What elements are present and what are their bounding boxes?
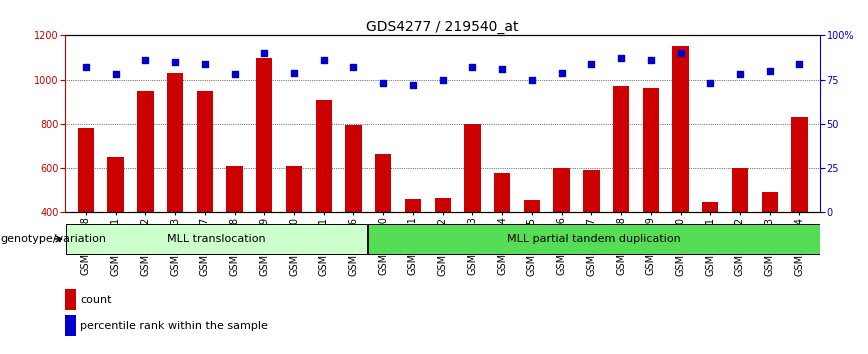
Bar — [108, 157, 124, 212]
Text: MLL partial tandem duplication: MLL partial tandem duplication — [507, 234, 681, 244]
Bar — [792, 117, 807, 212]
Point — [138, 57, 152, 63]
Point — [465, 64, 479, 70]
Bar — [673, 46, 688, 212]
Bar — [702, 202, 719, 212]
Bar — [494, 172, 510, 212]
Point — [763, 68, 777, 74]
Bar — [65, 315, 76, 336]
Bar — [404, 199, 421, 212]
Point — [406, 82, 420, 88]
Bar — [464, 124, 481, 212]
Bar — [368, 224, 819, 253]
Bar — [583, 170, 600, 212]
Point — [168, 59, 182, 65]
Text: count: count — [80, 295, 111, 305]
Bar — [761, 193, 778, 212]
Point — [674, 50, 687, 56]
Point — [227, 72, 241, 77]
Point — [792, 61, 806, 67]
Bar — [78, 128, 94, 212]
Bar — [345, 125, 362, 212]
Bar — [554, 168, 569, 212]
Point — [79, 64, 93, 70]
Point — [317, 57, 331, 63]
Point — [615, 56, 628, 61]
Point — [496, 66, 510, 72]
Bar — [256, 57, 273, 212]
Text: percentile rank within the sample: percentile rank within the sample — [80, 321, 268, 331]
Bar — [167, 73, 183, 212]
Point — [376, 80, 390, 86]
Bar — [286, 166, 302, 212]
Bar — [197, 91, 213, 212]
Bar — [227, 166, 243, 212]
Point — [525, 77, 539, 82]
Point — [436, 77, 450, 82]
Bar — [642, 88, 659, 212]
Bar — [316, 99, 332, 212]
Point — [703, 80, 717, 86]
Bar — [375, 154, 391, 212]
Bar — [523, 200, 540, 212]
Point — [644, 57, 658, 63]
Point — [346, 64, 360, 70]
Bar — [66, 224, 366, 253]
Point — [198, 61, 212, 67]
Point — [257, 50, 271, 56]
Point — [108, 72, 122, 77]
Bar — [732, 168, 748, 212]
Point — [555, 70, 569, 75]
Text: genotype/variation: genotype/variation — [1, 234, 107, 244]
Bar — [613, 86, 629, 212]
Title: GDS4277 / 219540_at: GDS4277 / 219540_at — [366, 21, 519, 34]
Point — [287, 70, 301, 75]
Bar — [435, 198, 450, 212]
Bar — [137, 91, 154, 212]
Point — [584, 61, 598, 67]
Text: MLL translocation: MLL translocation — [167, 234, 266, 244]
Point — [733, 72, 747, 77]
Bar — [65, 289, 76, 310]
